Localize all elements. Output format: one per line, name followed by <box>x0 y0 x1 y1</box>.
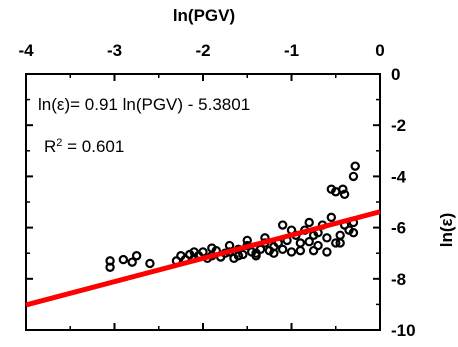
data-point <box>304 236 314 247</box>
points-group <box>105 161 360 272</box>
r2-sup: 2 <box>56 137 62 149</box>
r2-base: R <box>44 137 56 156</box>
data-point <box>295 238 306 248</box>
ticks-group: -4 -3 -2 -1 00-2-4-6-8-10 <box>18 41 415 340</box>
data-point <box>189 247 199 257</box>
fit-line <box>25 209 381 308</box>
y-axis-title: ln(ε) <box>437 213 456 248</box>
data-point <box>233 251 244 261</box>
x-tick-label: -2 <box>195 41 210 60</box>
data-point <box>295 245 306 256</box>
data-point <box>269 248 279 258</box>
x-tick-label: -4 <box>18 41 34 60</box>
data-point <box>277 220 288 230</box>
data-point <box>335 238 345 248</box>
y-tick-label: -10 <box>391 321 416 340</box>
x-axis-title: ln(PGV) <box>173 6 235 25</box>
data-point <box>326 184 337 194</box>
data-point <box>131 251 142 261</box>
data-point <box>238 249 248 260</box>
data-point <box>313 240 323 251</box>
data-point <box>322 247 332 257</box>
data-point <box>105 262 115 272</box>
data-point <box>224 240 235 251</box>
data-point <box>350 161 360 171</box>
data-point <box>118 254 129 265</box>
data-point <box>304 217 314 228</box>
data-point <box>242 235 252 246</box>
data-point <box>322 233 332 243</box>
data-point <box>335 230 345 240</box>
y-tick-label: -6 <box>391 219 406 238</box>
data-point <box>277 244 288 255</box>
data-point <box>207 243 217 253</box>
data-point <box>251 248 261 258</box>
data-point <box>348 171 359 182</box>
r2-annotation: R2 = 0.601 <box>44 137 124 156</box>
x-tick-label: 0 <box>375 41 384 60</box>
y-tick-label: -4 <box>391 167 407 186</box>
data-point <box>198 247 208 257</box>
data-point <box>308 230 319 240</box>
data-point <box>331 238 341 248</box>
y-tick-label: -8 <box>391 270 406 289</box>
r2-rest: = 0.601 <box>62 137 124 156</box>
y-tick-label: -2 <box>391 116 406 135</box>
x-tick-label: -1 <box>284 41 299 60</box>
y-tick-label: 0 <box>391 65 400 84</box>
equation-annotation: ln(ε)= 0.91 ln(PGV) - 5.3801 <box>38 95 250 114</box>
x-tick-label: -3 <box>107 41 122 60</box>
fit-line-group <box>25 209 381 308</box>
data-point <box>348 228 359 238</box>
data-point <box>286 247 297 257</box>
data-point <box>339 189 350 200</box>
data-point <box>145 258 155 269</box>
data-point <box>326 212 337 223</box>
data-point <box>127 257 137 267</box>
